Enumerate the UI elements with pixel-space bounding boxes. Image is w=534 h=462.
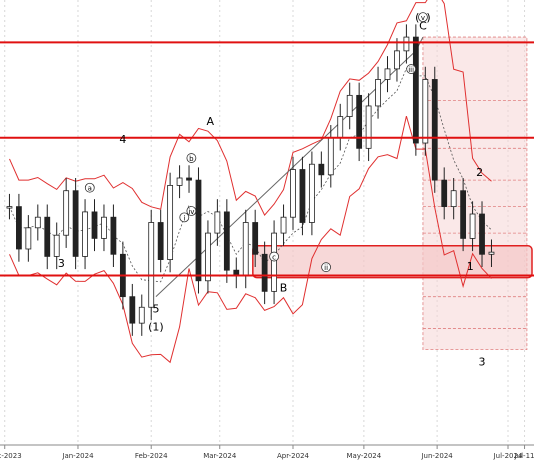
candle-body: [441, 179, 448, 208]
x-tick-label: Mar-2024: [203, 452, 237, 460]
candle-body: [403, 36, 410, 52]
candle-body: [318, 163, 325, 176]
wave-label: 3: [479, 356, 486, 369]
candle-body: [186, 177, 192, 181]
middle-band: [9, 67, 492, 283]
candle-body: [167, 185, 174, 260]
candle-body: [34, 216, 41, 229]
candle-body: [384, 68, 391, 80]
candle-body: [394, 50, 400, 70]
candle-body: [479, 213, 485, 255]
candle-body: [431, 79, 438, 181]
price-levels: [0, 41, 534, 277]
candle-body: [308, 163, 315, 223]
candle-body: [450, 190, 457, 208]
wave-label: (1): [148, 321, 164, 334]
candle-body: [82, 211, 88, 257]
candle-body: [460, 190, 467, 239]
candle-body: [242, 222, 249, 276]
wave-label: 3: [58, 257, 65, 270]
candle-body: [44, 216, 51, 257]
candle-body: [205, 232, 211, 282]
x-tick-label: May-2024: [347, 452, 382, 460]
wave-label: 5: [152, 303, 159, 316]
candle-body: [412, 36, 419, 144]
candle-body: [25, 227, 32, 250]
x-tick-label: Feb-2024: [135, 452, 168, 460]
minor-wave-label: b: [189, 155, 194, 163]
minor-wave-label: iii: [408, 66, 414, 74]
x-tick-label: Jul-11: [514, 452, 534, 460]
candle-body: [72, 190, 79, 257]
wave-label: 1: [467, 260, 474, 273]
projection-area: [422, 36, 528, 351]
support-zone-rect: [252, 245, 533, 279]
candle-body: [488, 251, 495, 255]
candle-body: [138, 306, 145, 324]
minor-wave-marker: [269, 251, 279, 262]
candle-body: [195, 179, 202, 282]
candle-body: [271, 232, 277, 292]
x-tick-label: Jun-2024: [420, 452, 453, 460]
minor-wave-marker: [179, 212, 190, 223]
minor-wave-marker: [321, 262, 331, 273]
candle-body: [356, 94, 363, 149]
minor-wave-label: i: [183, 214, 185, 222]
candle-body: [63, 190, 70, 236]
candle-body: [176, 177, 183, 186]
minor-wave-label: iv: [188, 208, 194, 216]
x-axis: Dec-2023 Jan-2024 Feb-2024 Mar-2024 Apr-2024…: [0, 444, 534, 460]
candle-body: [101, 216, 107, 239]
candle-body: [327, 137, 334, 176]
candle-body: [157, 222, 164, 260]
x-tick-label: Apr-2024: [277, 452, 310, 460]
candle-body: [110, 216, 117, 255]
projection-box: [422, 36, 528, 351]
wave-label: B: [280, 281, 288, 294]
grid-lines: [4, 0, 526, 445]
candle-body: [6, 206, 13, 209]
wave-label: 2: [476, 166, 483, 179]
candle-body: [469, 213, 476, 239]
minor-wave-marker: [186, 153, 197, 163]
candle-body: [280, 216, 287, 234]
candle-body: [223, 211, 230, 271]
support-zone: [252, 245, 533, 279]
minor-wave-label: ii: [324, 264, 328, 272]
candle-body: [290, 169, 296, 218]
wave-label: 4: [119, 133, 126, 146]
minor-wave-label: v: [421, 14, 425, 22]
candle-body: [148, 222, 155, 308]
wave-label: A: [207, 115, 215, 128]
candle-body: [53, 234, 60, 257]
minor-wave-marker: [418, 12, 428, 23]
candle-body: [375, 79, 381, 107]
x-tick-label: Jul-2024: [493, 452, 523, 460]
candle-body: [129, 296, 136, 324]
candle-body: [346, 94, 353, 117]
candle-body: [422, 79, 429, 144]
candle-body: [299, 169, 306, 223]
minor-wave-marker: [186, 206, 197, 216]
wave-label: C: [419, 20, 427, 33]
upper-band: [9, 0, 492, 216]
candle-body: [91, 211, 98, 239]
candle-body: [214, 211, 221, 234]
bollinger-bands: [9, 0, 492, 364]
candle-body: [365, 105, 372, 149]
candle-body: [252, 222, 259, 255]
minor-wave-marker: [406, 64, 417, 74]
minor-wave-marker: [84, 182, 95, 193]
minor-wave-label: a: [88, 185, 92, 193]
candle-body: [261, 253, 268, 292]
lower-band: [9, 115, 492, 364]
x-tick-label: Jan-2024: [61, 452, 94, 460]
price-candles: [6, 24, 495, 336]
candle-body: [337, 116, 344, 139]
x-tick-label: Dec-2023: [0, 452, 22, 460]
candle-body: [16, 206, 22, 250]
minor-wave-label: c: [272, 254, 276, 262]
